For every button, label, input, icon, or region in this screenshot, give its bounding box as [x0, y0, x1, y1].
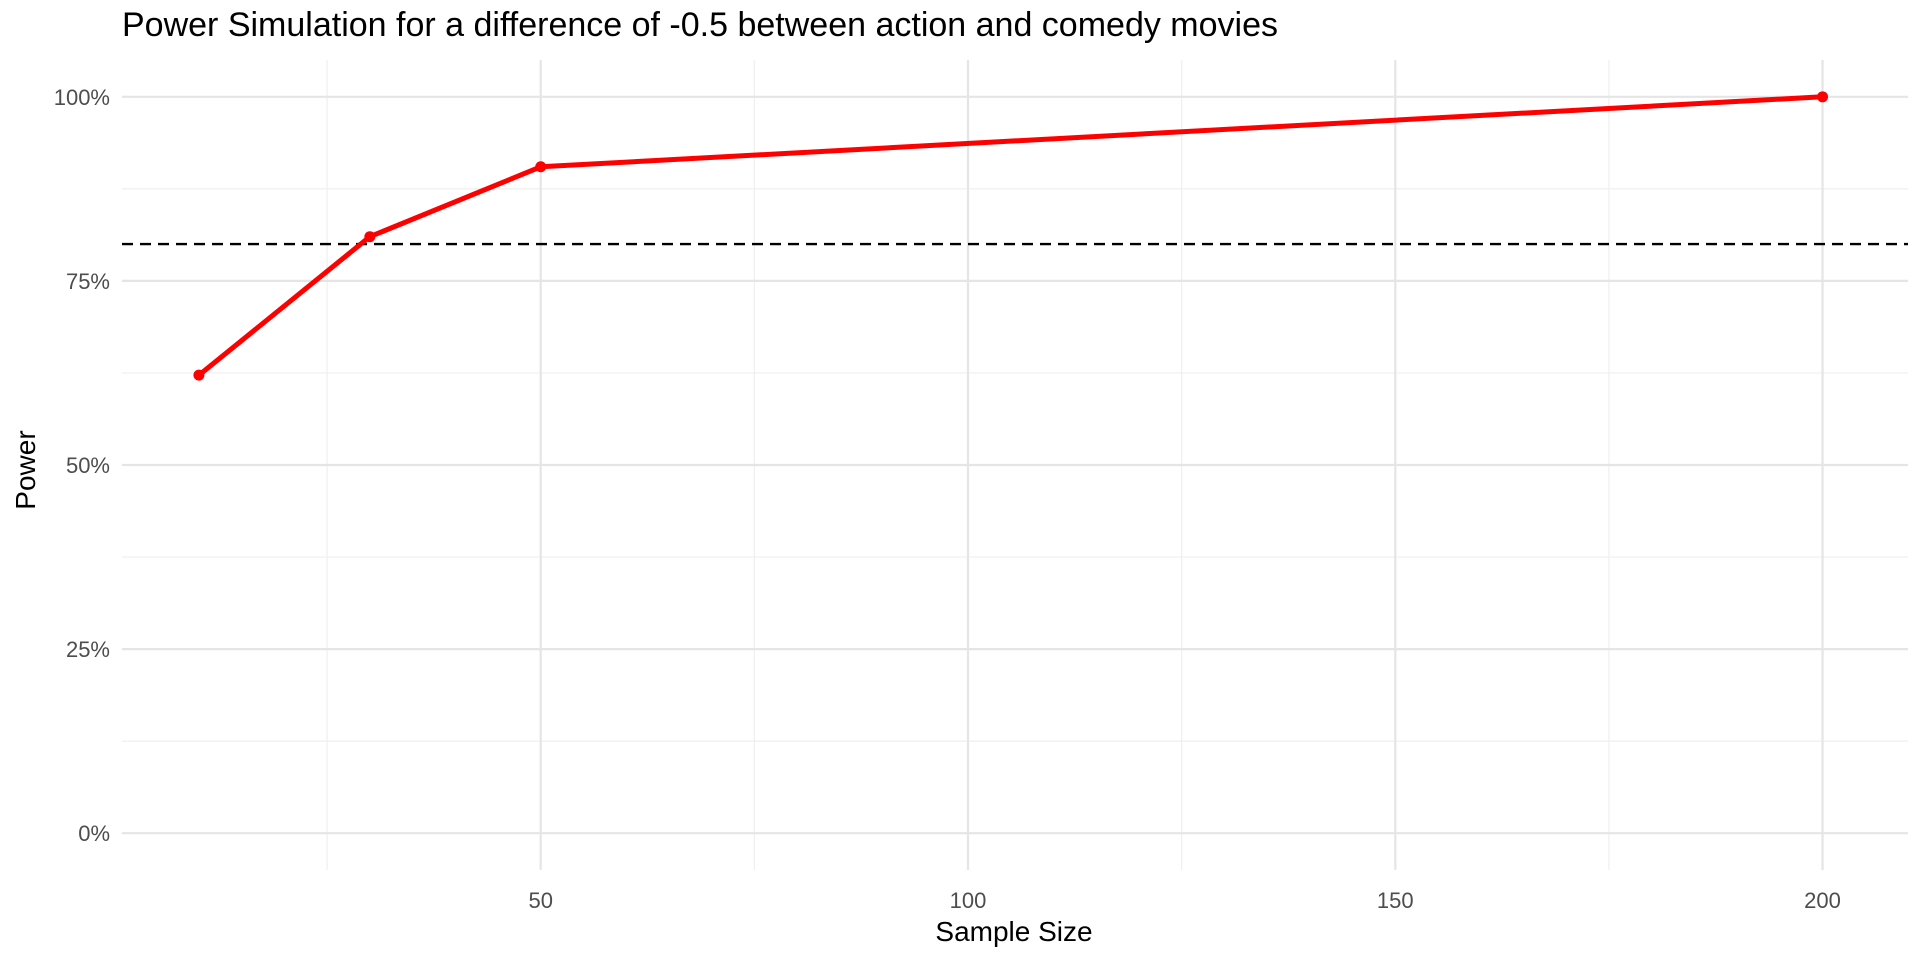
y-tick-label: 25%: [66, 637, 110, 662]
chart-title: Power Simulation for a difference of -0.…: [122, 6, 1278, 44]
series-line: [196, 94, 1825, 378]
y-tick-label: 0%: [78, 821, 110, 846]
y-tick-labels: 0% 25% 50% 75% 100%: [54, 85, 110, 846]
y-tick-label: 100%: [54, 85, 110, 110]
x-axis-title: Sample Size: [935, 916, 1092, 947]
y-tick-label: 75%: [66, 269, 110, 294]
x-tick-label: 150: [1377, 888, 1414, 913]
y-axis-title: Power: [10, 430, 41, 509]
data-point: [193, 369, 205, 381]
data-point: [364, 231, 376, 243]
data-point: [1817, 91, 1829, 103]
x-tick-label: 200: [1804, 888, 1841, 913]
data-point: [535, 161, 547, 173]
grid-major: [122, 60, 1908, 870]
x-tick-label: 50: [528, 888, 552, 913]
series-group: [193, 91, 1829, 381]
y-tick-label: 50%: [66, 453, 110, 478]
x-tick-label: 100: [950, 888, 987, 913]
x-tick-labels: 50 100 150 200: [528, 888, 1840, 913]
